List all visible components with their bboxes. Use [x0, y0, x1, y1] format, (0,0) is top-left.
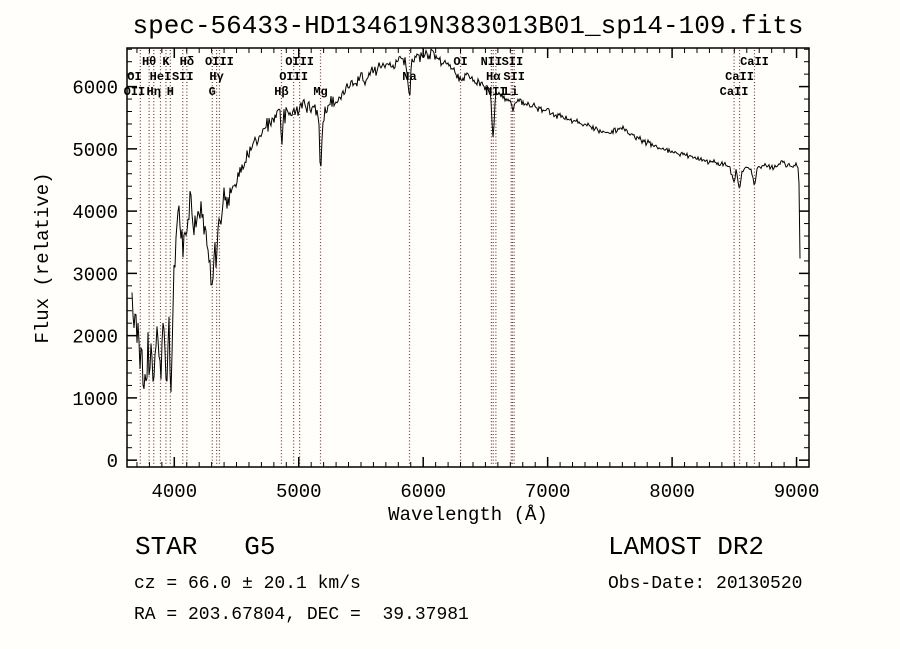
y-tick-label: 3000 [72, 264, 118, 286]
spectral-line-label: OI [127, 70, 141, 84]
spectral-line-label: Li [504, 85, 518, 99]
spectral-line-label: Hα [486, 70, 501, 84]
x-tick-label: 9000 [774, 481, 820, 503]
spectral-line-label: OII [124, 85, 146, 99]
spectral-line-label: H [167, 85, 174, 99]
spectrum-trace [131, 48, 801, 393]
spectrum-trace-group [131, 48, 801, 393]
x-tick-label: 5000 [276, 481, 322, 503]
y-tick-label: 5000 [72, 140, 118, 162]
spectral-line-label: Hη [147, 85, 161, 99]
spectral-line-label: NII [481, 55, 503, 69]
ra-dec-value: RA = 203.67804, DEC = 39.37981 [134, 605, 469, 625]
y-tick-label: 2000 [72, 327, 118, 349]
x-tick-label: 7000 [525, 481, 571, 503]
cz-value: cz = 66.0 ± 20.1 km/s [134, 574, 361, 594]
spectral-line-label: OI [453, 55, 467, 69]
spectral-line-label: SII [502, 55, 524, 69]
axes-group: 4000 5000 6000 7000 8000 9000 0 1000 2000 3000 400… [72, 47, 820, 503]
spectral-line-label: HeI [150, 70, 172, 84]
spectral-line-label: OIII [205, 55, 234, 69]
spectral-line-label: OIII [285, 55, 314, 69]
y-axis-title: Flux (relative) [32, 172, 54, 343]
spectral-line-label: SII [503, 70, 525, 84]
spectral-line-label: SII [172, 70, 194, 84]
spectral-line-label: OIII [279, 70, 308, 84]
spectral-line-label: Hδ [180, 55, 194, 69]
x-axis-title: Wavelength (Å) [388, 504, 548, 526]
plot-title: spec-56433-HD134619N383013B01_sp14-109.f… [133, 11, 804, 41]
spectral-line-label: Na [402, 70, 416, 84]
spectral-line-markers [139, 50, 756, 466]
x-tick-label: 8000 [649, 481, 695, 503]
spectral-line-label: CaII [720, 85, 749, 99]
y-tick-label: 6000 [72, 78, 118, 100]
y-tick-label: 4000 [72, 202, 118, 224]
classification-label: STAR G5 [135, 532, 275, 562]
y-tick-label: 1000 [72, 389, 118, 411]
spectral-line-label: Hβ [274, 85, 288, 99]
x-tick-label: 4000 [151, 481, 197, 503]
survey-release-label: LAMOST DR2 [608, 532, 764, 562]
spectral-line-label: Mg [313, 85, 327, 99]
spectral-line-label: G [209, 85, 216, 99]
y-tick-label: 0 [107, 451, 118, 473]
spectral-line-label: CaII [740, 55, 769, 69]
x-tick-label: 6000 [400, 481, 446, 503]
spectral-line-label: CaII [725, 70, 754, 84]
spectral-line-label: K [162, 55, 170, 69]
plot-border [126, 47, 810, 468]
obs-date-label: Obs-Date: 20130520 [608, 574, 802, 594]
spectral-line-label: Hθ [142, 55, 156, 69]
spectral-line-label: Hγ [209, 70, 223, 84]
